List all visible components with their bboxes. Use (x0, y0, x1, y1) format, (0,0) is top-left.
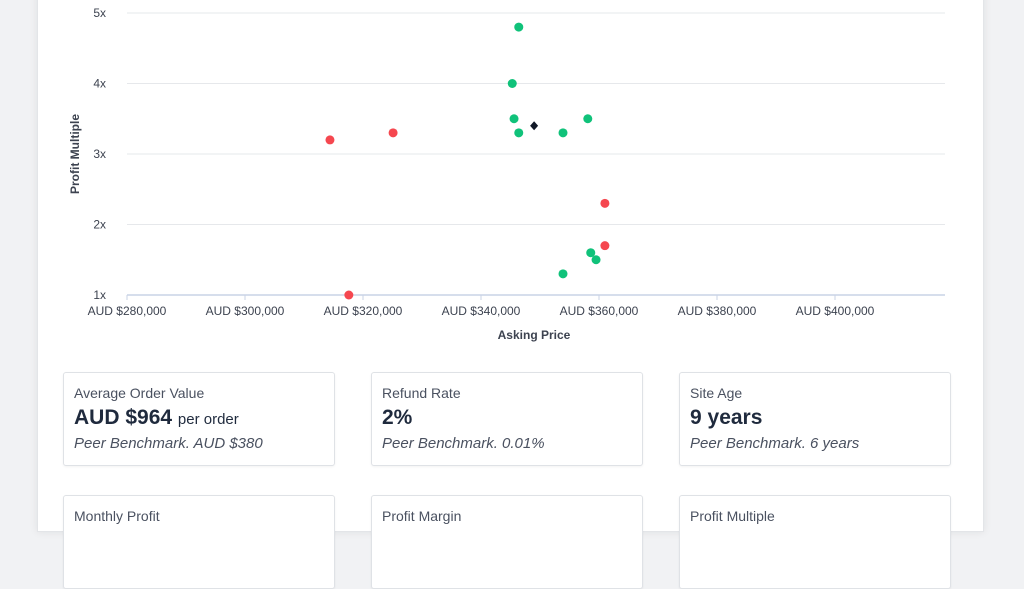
y-tick-label: 2x (93, 218, 106, 232)
x-tick-label: AUD $280,000 (88, 304, 167, 318)
y-tick-label: 5x (93, 6, 106, 20)
data-point-above[interactable] (514, 128, 524, 138)
metric-value-text: 2% (382, 406, 413, 429)
data-point-above[interactable] (514, 22, 524, 32)
scatter-chart: 1x 2x 3x 4x 5x AUD $280,000 AUD $300,000 AUD $… (68, 6, 945, 342)
data-point-above[interactable] (558, 269, 568, 279)
metric-label: Monthly Profit (74, 508, 160, 524)
metric-value: AUD $964 per order (74, 406, 324, 430)
metric-value-text: 9 years (690, 406, 763, 429)
metric-card: Refund Rate 2% Peer Benchmark. 0.01% (371, 372, 643, 466)
data-point-above[interactable] (558, 128, 568, 138)
metric-label: Site Age (690, 385, 743, 401)
y-tick-label: 3x (93, 147, 106, 161)
data-point-above[interactable] (591, 255, 601, 265)
x-tick-label: AUD $320,000 (324, 304, 403, 318)
metric-benchmark: Peer Benchmark. 0.01% (382, 435, 545, 452)
x-tick-label: AUD $380,000 (678, 304, 757, 318)
metric-card: Average Order Value AUD $964 per order Pee… (63, 372, 335, 466)
x-tick-label: AUD $300,000 (206, 304, 285, 318)
data-point-diamond[interactable] (530, 121, 539, 131)
metric-value: 9 years (690, 406, 940, 430)
y-axis-label: Profit Multiple (68, 114, 82, 194)
metric-benchmark: Peer Benchmark. AUD $380 (74, 435, 263, 452)
metric-card: Profit Margin (371, 495, 643, 589)
metric-label: Refund Rate (382, 385, 461, 401)
x-tick-label: AUD $340,000 (442, 304, 521, 318)
metric-value: 2% (382, 406, 632, 430)
data-point-below[interactable] (600, 241, 610, 251)
data-point-below[interactable] (388, 128, 398, 138)
y-tick-label: 4x (93, 77, 106, 91)
metric-value-text: AUD $964 (74, 406, 173, 429)
data-point-above[interactable] (586, 248, 596, 258)
x-tick-label: AUD $360,000 (560, 304, 639, 318)
x-axis-label: Asking Price (498, 328, 571, 342)
metric-label: Profit Margin (382, 508, 462, 524)
metric-label: Average Order Value (74, 385, 205, 401)
metric-unit: per order (177, 411, 239, 428)
data-point-above[interactable] (507, 79, 517, 88)
metric-card: Site Age 9 years Peer Benchmark. 6 years (679, 372, 951, 466)
data-point-below[interactable] (600, 198, 610, 208)
data-point-below[interactable] (344, 290, 354, 300)
y-tick-label: 1x (93, 288, 106, 302)
metric-card: Monthly Profit (63, 495, 335, 589)
data-point-above[interactable] (509, 114, 519, 124)
metric-label: Profit Multiple (690, 508, 775, 524)
data-point-above[interactable] (583, 114, 593, 124)
x-tick-label: AUD $400,000 (796, 304, 875, 318)
metric-benchmark: Peer Benchmark. 6 years (690, 435, 860, 452)
metric-card: Profit Multiple (679, 495, 951, 589)
data-point-below[interactable] (325, 135, 335, 145)
